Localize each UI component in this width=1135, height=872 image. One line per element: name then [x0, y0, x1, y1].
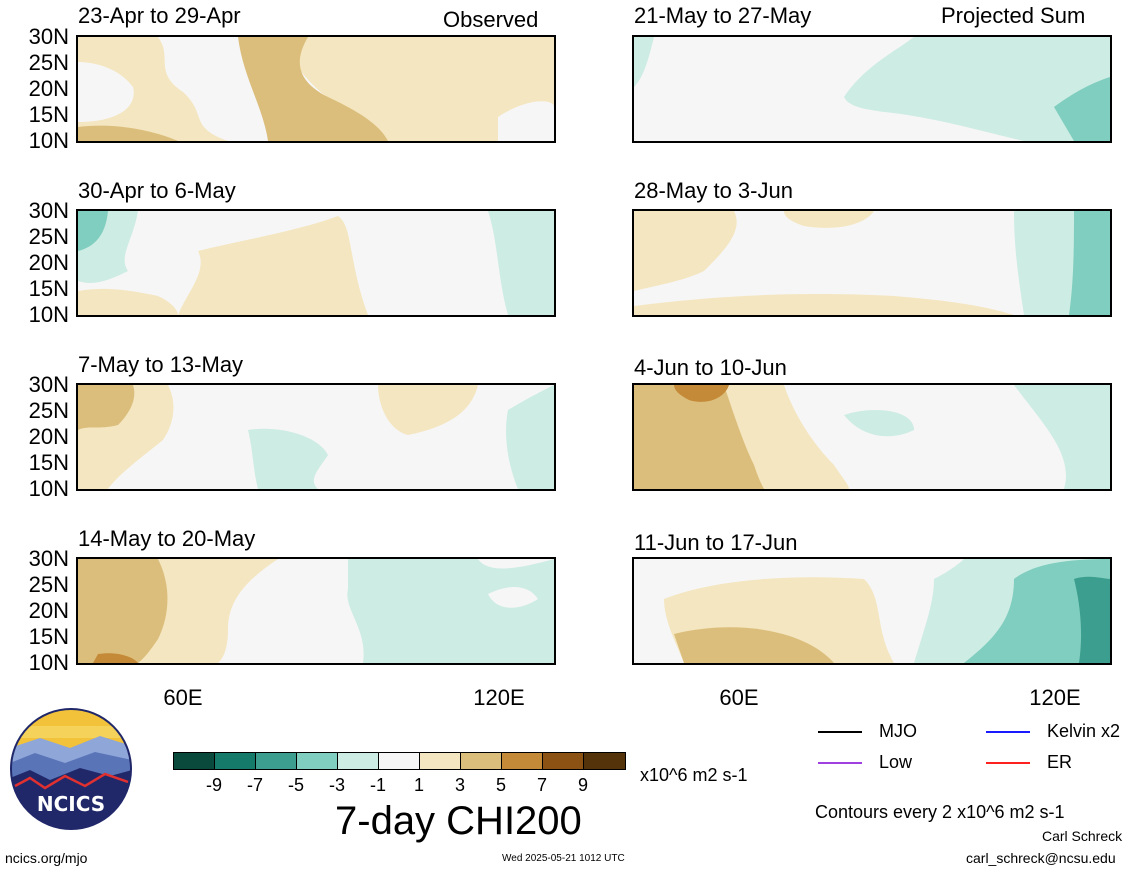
map-panel: [76, 383, 556, 491]
colorbar-swatch: [419, 752, 461, 770]
map-panel: [632, 557, 1112, 665]
legend-label: Low: [879, 752, 913, 772]
panel-title: 11-Jun to 17-Jun: [634, 530, 798, 555]
lat-label: 15N: [28, 276, 69, 301]
projected-label: Projected Sum: [941, 3, 1086, 28]
map-panel: [632, 209, 1112, 317]
legend-line-er: [986, 762, 1030, 764]
colorbar: [173, 752, 626, 772]
lat-label: 15N: [28, 624, 69, 649]
colorbar-swatch: [583, 752, 626, 770]
lat-label: 30N: [28, 24, 69, 49]
colorbar-swatch: [255, 752, 297, 770]
lon-label: 60E: [719, 685, 759, 710]
anomaly-map: [634, 559, 1110, 663]
colorbar-swatch: [460, 752, 502, 770]
panel-title: 7-May to 13-May: [78, 352, 244, 377]
lat-label: 30N: [28, 372, 69, 397]
panel-title: 28-May to 3-Jun: [634, 178, 793, 203]
lat-label: 10N: [28, 302, 69, 327]
lat-label: 15N: [28, 450, 69, 475]
map-panel: [76, 35, 556, 143]
lat-label: 20N: [28, 76, 69, 101]
anomaly-map: [634, 37, 1110, 141]
panel-title: 21-May to 27-May: [634, 3, 812, 28]
lat-label: 15N: [28, 102, 69, 127]
colorbar-swatch: [378, 752, 420, 770]
lat-label: 20N: [28, 598, 69, 623]
panel-title: 14-May to 20-May: [78, 526, 256, 551]
colorbar-label: 5: [495, 775, 506, 795]
colorbar-swatch: [296, 752, 338, 770]
lon-label: 120E: [473, 685, 525, 710]
colorbar-label: -9: [205, 775, 222, 795]
lat-label: 30N: [28, 546, 69, 571]
observed-label: Observed: [443, 7, 539, 32]
colorbar-label: -1: [369, 775, 386, 795]
timestamp-text: Wed 2025-05-21 1012 UTC: [502, 853, 625, 864]
map-panel: [632, 383, 1112, 491]
logo-text: NCICS: [37, 792, 105, 816]
legend-label: MJO: [879, 721, 917, 741]
legend-label: Kelvin x2: [1047, 721, 1121, 741]
legend-line-low: [818, 762, 862, 764]
map-panel: [76, 557, 556, 665]
anomaly-map: [634, 211, 1110, 315]
lat-label: 20N: [28, 250, 69, 275]
lat-label: 10N: [28, 128, 69, 153]
anomaly-map: [78, 37, 554, 141]
panel-title: 4-Jun to 10-Jun: [634, 355, 787, 380]
lat-label: 25N: [28, 50, 69, 75]
colorbar-swatch: [501, 752, 543, 770]
author-text: Carl Schreck: [1042, 828, 1123, 844]
panel-title: 30-Apr to 6-May: [78, 178, 236, 203]
ncics-logo: NCICS: [10, 708, 132, 830]
main-title: 7-day CHI200: [335, 799, 582, 843]
map-panel: [76, 209, 556, 317]
lat-label: 30N: [28, 198, 69, 223]
anomaly-map: [78, 559, 554, 663]
lat-label: 20N: [28, 424, 69, 449]
legend-line-kelvin: [986, 731, 1030, 733]
anomaly-map: [78, 385, 554, 489]
website-text: ncics.org/mjo: [5, 850, 88, 866]
lat-label: 25N: [28, 398, 69, 423]
anomaly-map: [634, 385, 1110, 489]
colorbar-label: 3: [454, 775, 465, 795]
colorbar-swatch: [214, 752, 256, 770]
colorbar-swatch: [542, 752, 584, 770]
panel-title: 23-Apr to 29-Apr: [78, 3, 241, 28]
colorbar-label: 9: [577, 775, 588, 795]
colorbar-label: 7: [536, 775, 547, 795]
anomaly-map: [78, 211, 554, 315]
colorbar-label: -7: [246, 775, 263, 795]
legend-line-mjo: [818, 731, 862, 733]
email-text: carl_schreck@ncsu.edu: [966, 850, 1116, 866]
colorbar-label: -5: [287, 775, 304, 795]
colorbar-label: -3: [328, 775, 345, 795]
lat-label: 25N: [28, 224, 69, 249]
colorbar-swatch: [173, 752, 215, 770]
colorbar-units: x10^6 m2 s-1: [640, 765, 748, 785]
lon-label: 60E: [163, 685, 203, 710]
colorbar-label: 1: [413, 775, 424, 795]
map-panel: [632, 35, 1112, 143]
legend-label: ER: [1047, 752, 1073, 772]
contours-note: Contours every 2 x10^6 m2 s-1: [815, 802, 1065, 822]
colorbar-swatch: [337, 752, 379, 770]
lat-label: 10N: [28, 650, 69, 675]
lat-label: 10N: [28, 476, 69, 501]
lon-label: 120E: [1029, 685, 1081, 710]
lat-label: 25N: [28, 572, 69, 597]
